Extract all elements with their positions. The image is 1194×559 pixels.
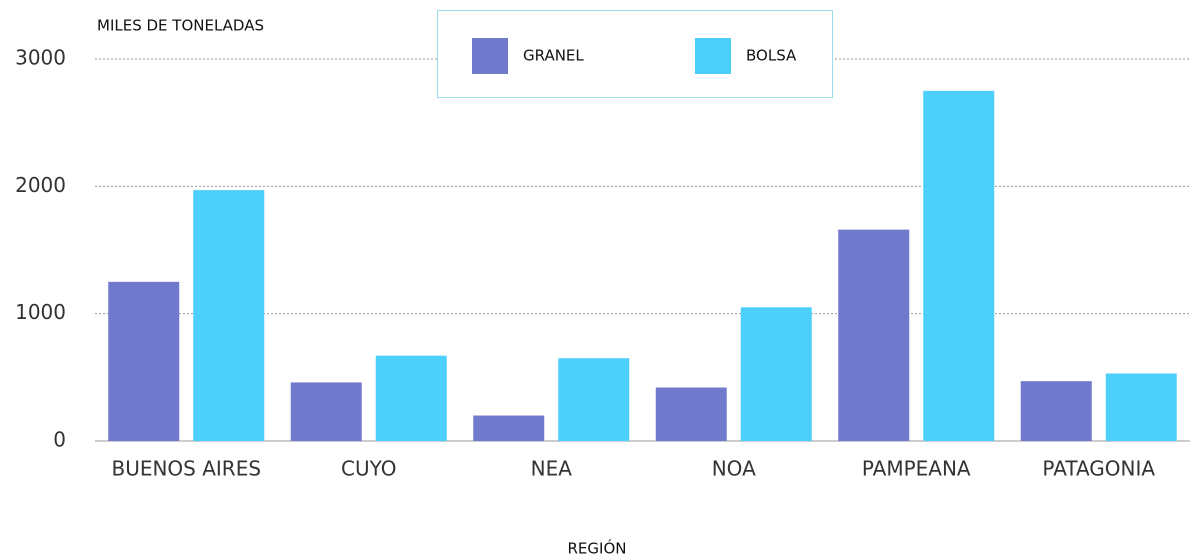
bar (473, 415, 545, 441)
x-tick-label: PATAGONIA (1042, 457, 1155, 481)
bar (740, 307, 812, 441)
y-axis-label: MILES DE TONELADAS (97, 17, 264, 35)
bar (923, 90, 995, 441)
bar (838, 229, 910, 441)
y-tick-label: 2000 (15, 173, 66, 197)
bar (558, 358, 630, 441)
bar (193, 190, 265, 441)
bar (290, 382, 362, 441)
legend-swatch (472, 38, 508, 74)
bar (375, 355, 447, 441)
legend-label: GRANEL (523, 47, 584, 65)
bar (1105, 373, 1177, 441)
bar (655, 387, 727, 441)
bar (1020, 381, 1092, 441)
x-tick-label: BUENOS AIRES (111, 457, 261, 481)
x-tick-label: CUYO (341, 457, 396, 481)
legend-label: BOLSA (746, 47, 797, 65)
x-tick-label: PAMPEANA (862, 457, 971, 481)
x-tick-label: NOA (712, 457, 756, 481)
x-axis-label: REGIÓN (568, 539, 627, 558)
y-tick-label: 0 (53, 428, 66, 452)
x-tick-label: NEA (531, 457, 573, 481)
legend-swatch (695, 38, 731, 74)
y-tick-label: 1000 (15, 300, 66, 324)
y-tick-label: 3000 (15, 46, 66, 70)
bar (108, 281, 180, 441)
